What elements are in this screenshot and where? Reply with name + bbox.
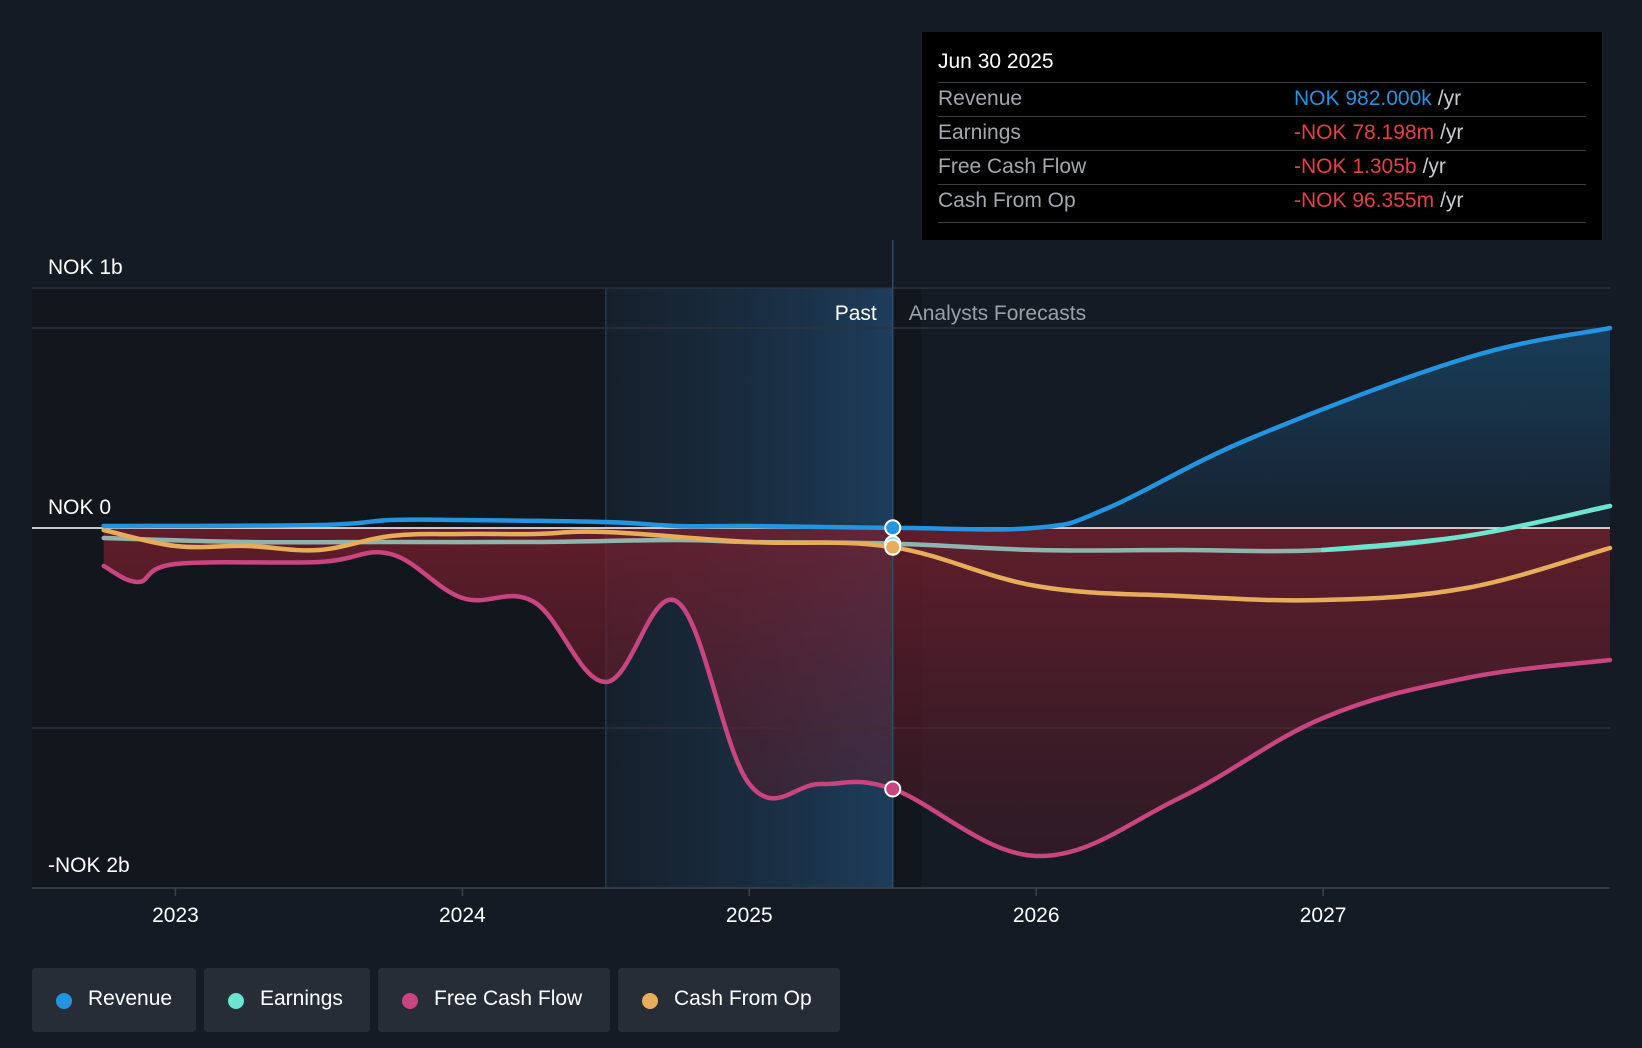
legend-item-revenue[interactable]: Revenue <box>32 968 196 1032</box>
free-cash-flow-marker <box>884 780 902 798</box>
legend-dot-icon <box>228 993 244 1009</box>
tooltip-label: Revenue <box>938 87 1023 110</box>
legend-item-earnings[interactable]: Earnings <box>204 968 370 1032</box>
cash-from-op-line <box>101 527 1613 603</box>
legend-dot-icon <box>56 993 72 1009</box>
free-cash-flow-line <box>101 549 1613 859</box>
legend-dot-icon <box>642 993 658 1009</box>
tooltip-value: NOK 982.000k <box>1294 87 1432 110</box>
x-tick-label: 2027 <box>1300 904 1347 927</box>
legend-item-cash-from-op[interactable]: Cash From Op <box>618 968 840 1032</box>
legend-label: Cash From Op <box>674 987 812 1010</box>
forecast-label: Analysts Forecasts <box>909 302 1086 325</box>
tooltip-unit: /yr <box>1437 87 1462 110</box>
legend-label: Revenue <box>88 987 173 1010</box>
tooltip-date: Jun 30 2025 <box>938 50 1054 73</box>
tooltip-row-revenue: Revenue NOK 982.000k/yr <box>938 82 1586 117</box>
legend-label: Earnings <box>260 987 343 1010</box>
free-cash-flow-area <box>103 528 1611 857</box>
tooltip-unit: /yr <box>1422 155 1446 178</box>
tooltip-row-cash-from-op: Cash From Op -NOK 96.355m/yr <box>938 184 1586 219</box>
y-tick-label: NOK 0 <box>48 496 111 519</box>
tooltip-unit: /yr <box>1440 121 1464 144</box>
tooltip-value: -NOK 96.355m <box>1294 189 1435 212</box>
x-tick-label: 2025 <box>726 904 773 927</box>
y-tick-label: NOK 1b <box>48 256 123 279</box>
x-tick-label: 2023 <box>152 904 199 927</box>
cash-from-op-marker <box>884 538 902 556</box>
revenue-line <box>101 325 1613 532</box>
tooltip-value: -NOK 78.198m <box>1294 121 1435 144</box>
x-tick-label: 2026 <box>1013 904 1060 927</box>
tooltip-label: Cash From Op <box>938 189 1076 212</box>
tooltip-divider <box>938 222 1586 223</box>
earnings-forecast-line <box>1320 503 1613 553</box>
tooltip-label: Earnings <box>938 121 1021 144</box>
past-label: Past <box>835 302 877 325</box>
y-tick-label: -NOK 2b <box>48 854 130 877</box>
x-tick-label: 2024 <box>439 904 486 927</box>
tooltip-unit: /yr <box>1440 189 1464 212</box>
tooltip-row-earnings: Earnings -NOK 78.198m/yr <box>938 116 1586 151</box>
tooltip-row-free-cash-flow: Free Cash Flow -NOK 1.305b/yr <box>938 150 1586 185</box>
revenue-marker <box>884 519 902 537</box>
legend-item-free-cash-flow[interactable]: Free Cash Flow <box>378 968 610 1032</box>
tooltip: Jun 30 2025 Revenue NOK 982.000k/yr Earn… <box>922 32 1602 240</box>
legend-label: Free Cash Flow <box>434 987 583 1010</box>
tooltip-label: Free Cash Flow <box>938 155 1087 178</box>
legend-dot-icon <box>402 993 418 1009</box>
tooltip-value: -NOK 1.305b <box>1294 155 1417 178</box>
revenue-forecast-area <box>892 328 1610 530</box>
